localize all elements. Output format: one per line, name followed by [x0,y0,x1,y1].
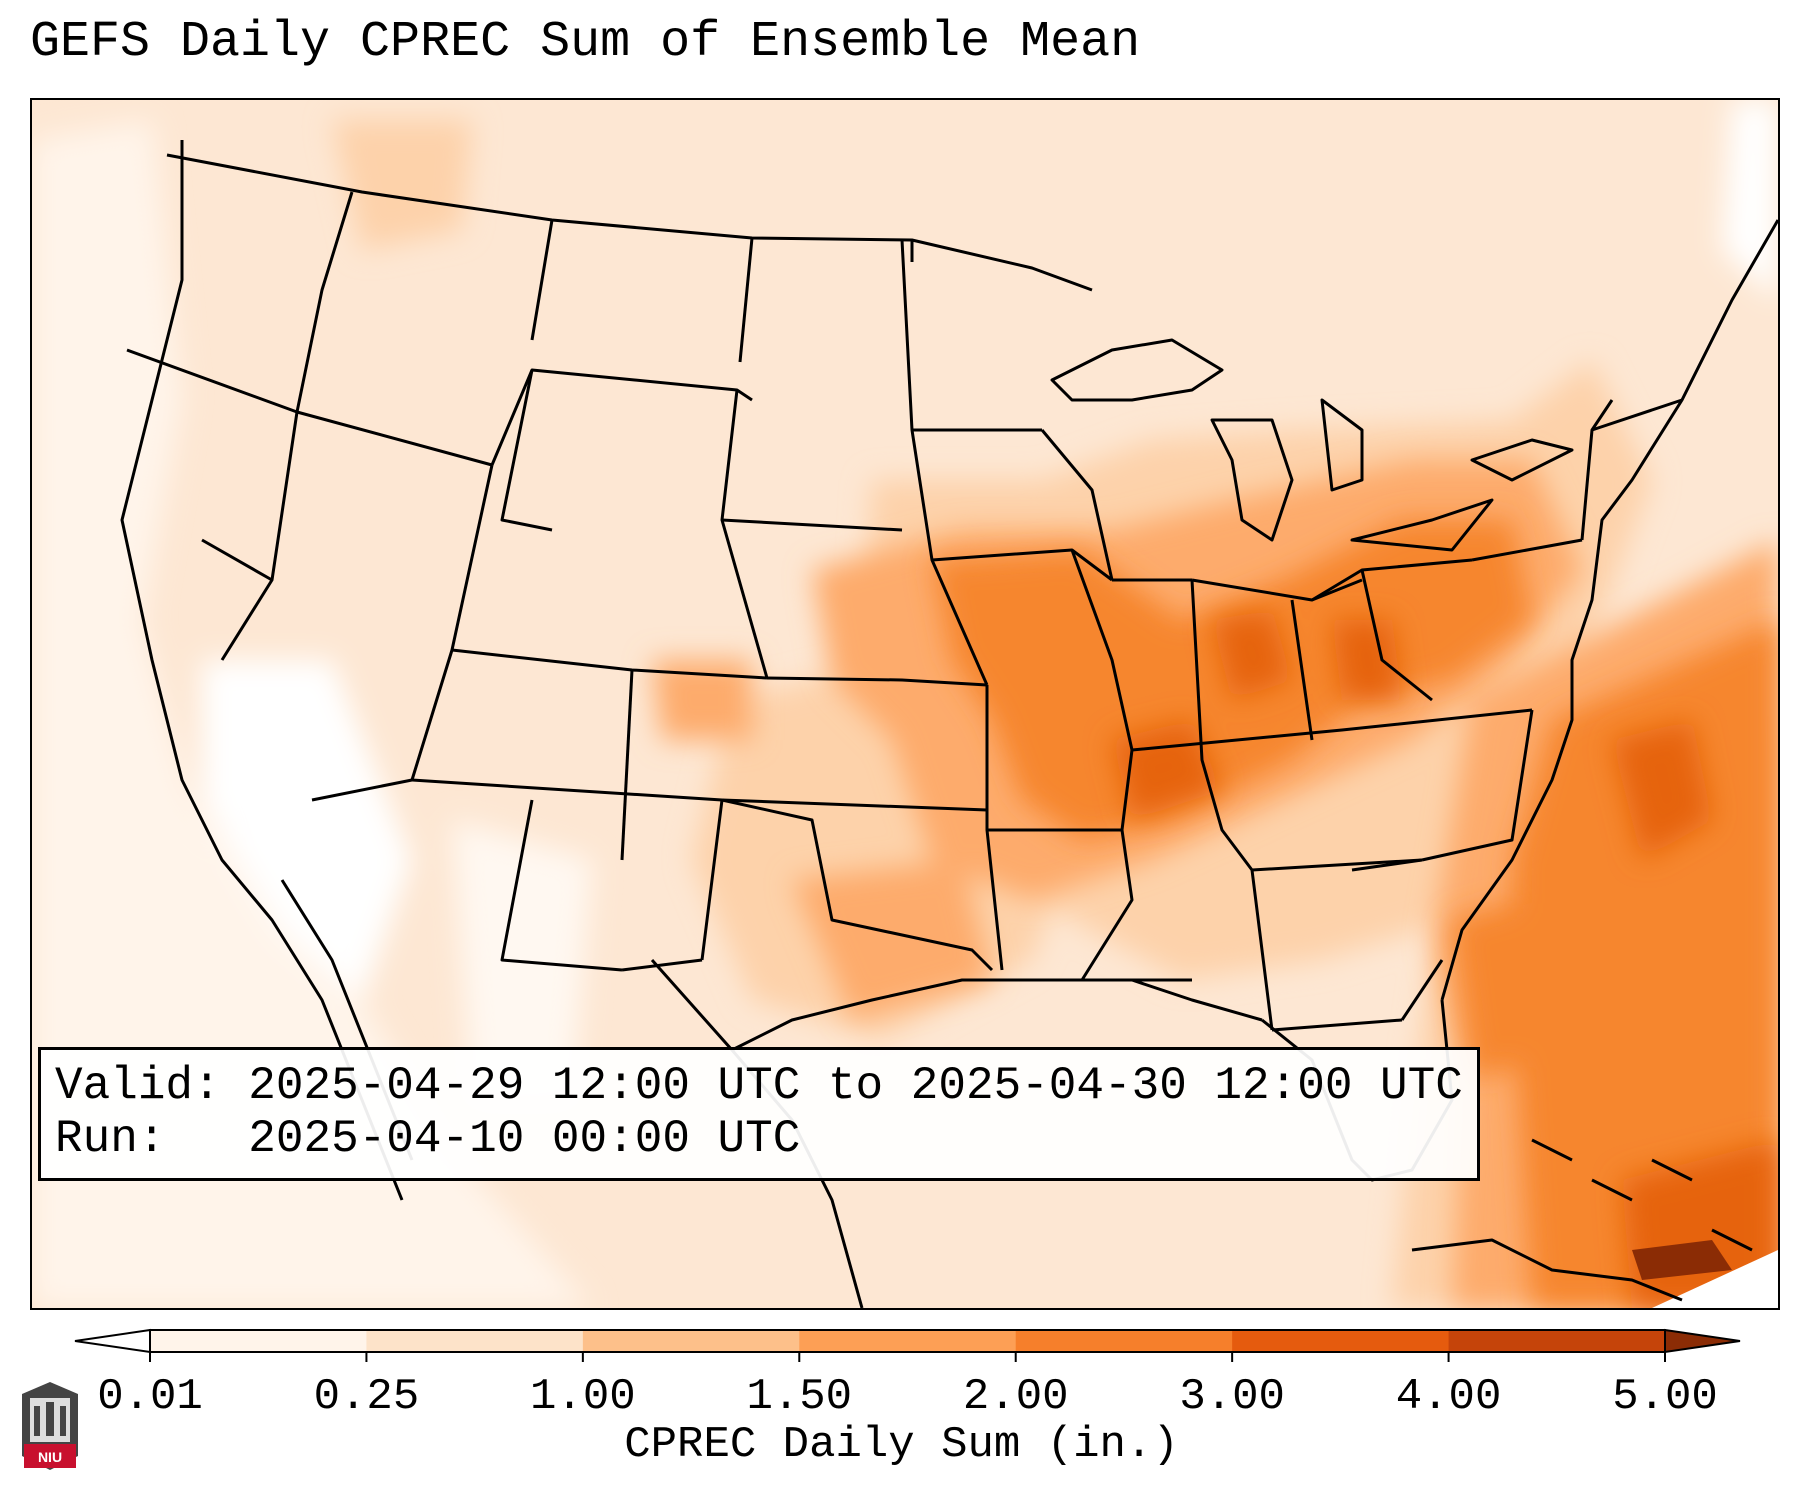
colorbar: 0.01 0.25 1.00 1.50 2.00 3.00 4.00 5.00 [74,1328,1741,1420]
colorbar-bin [1232,1330,1450,1352]
run-label: Run: [55,1113,166,1165]
valid-label: Valid: [55,1060,221,1112]
logo-text: NIU [38,1449,62,1465]
map-borders [120,140,1778,1308]
colorbar-label: CPREC Daily Sum (in.) [624,1420,1179,1470]
precip-max-area [1632,1240,1732,1280]
colorbar-bin [799,1330,1017,1352]
colorbar-tick-label: 0.25 [314,1372,420,1420]
colorbar-bin [150,1330,367,1352]
validity-info-box: Valid: 2025-04-29 12:00 UTC to 2025-04-3… [38,1047,1480,1181]
colorbar-tick-label: 2.00 [963,1372,1069,1420]
colorbar-tick-label: 5.00 [1612,1372,1718,1420]
colorbar-bin [366,1330,584,1352]
colorbar-under-arrow [74,1328,151,1354]
colorbar-over-arrow [1664,1328,1741,1354]
colorbar-bin [582,1330,800,1352]
colorbar-tick-label: 1.00 [530,1372,636,1420]
colorbar-tick-label: 4.00 [1396,1372,1502,1420]
colorbar-bin [1448,1330,1666,1352]
colorbar-tick-label: 3.00 [1179,1372,1285,1420]
colorbar-bin [1015,1330,1233,1352]
precip-light-areas [32,100,1778,1308]
niu-logo: NIU [22,1382,78,1470]
valid-value: 2025-04-29 12:00 UTC to 2025-04-30 12:00… [248,1060,1463,1112]
map-title: GEFS Daily CPREC Sum of Ensemble Mean [30,14,1141,71]
colorbar-tick-label: 0.01 [97,1372,203,1420]
colorbar-tick-label: 1.50 [746,1372,852,1420]
run-value: 2025-04-10 00:00 UTC [248,1113,801,1165]
